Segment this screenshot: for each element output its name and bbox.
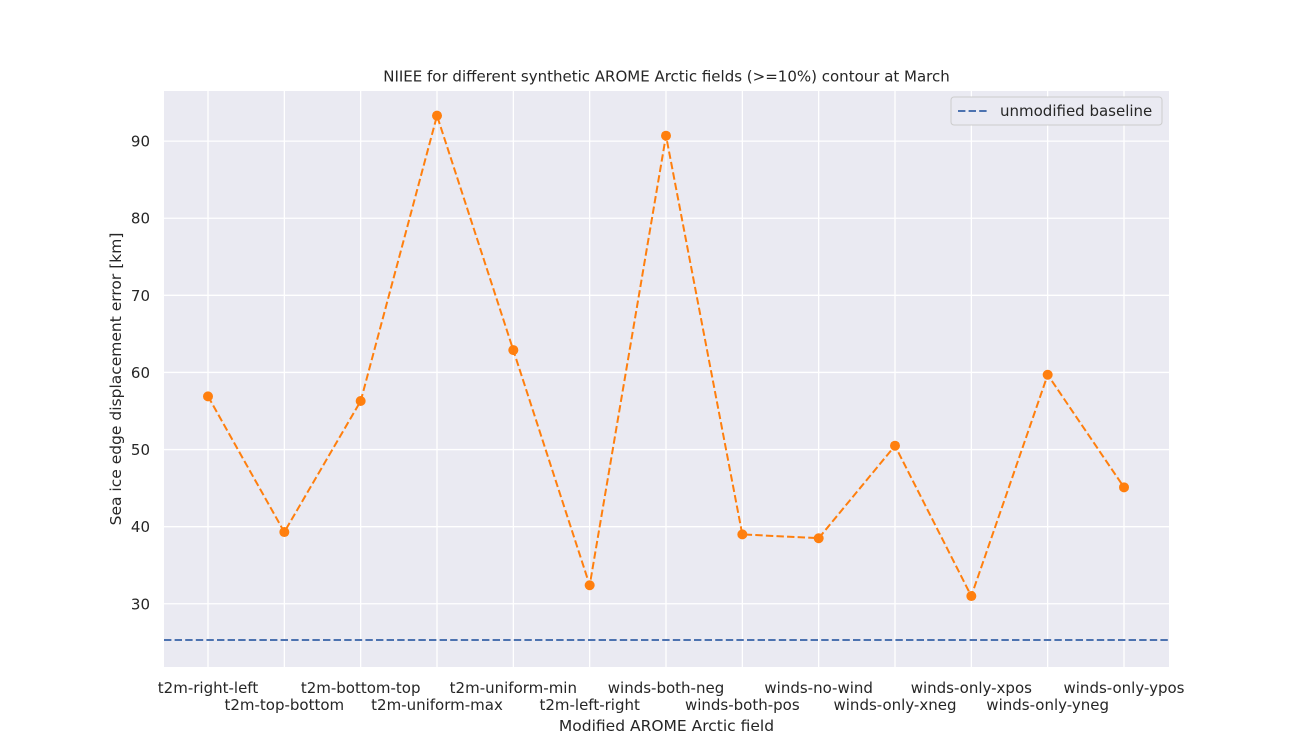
x-tick-label: winds-no-wind	[764, 679, 873, 697]
y-tick-label: 50	[131, 441, 150, 459]
data-point	[355, 395, 366, 406]
data-point	[508, 345, 519, 356]
y-axis-label: Sea ice edge displacement error [km]	[107, 233, 125, 526]
data-point	[966, 591, 977, 602]
x-tick-label: t2m-right-left	[158, 679, 259, 697]
x-tick-label: winds-both-neg	[608, 679, 724, 697]
y-tick-label: 80	[131, 210, 150, 228]
y-tick-label: 70	[131, 287, 150, 305]
data-point	[813, 533, 824, 544]
legend-box	[950, 96, 1163, 126]
data-point	[1119, 482, 1129, 493]
data-point	[661, 130, 671, 141]
x-tick-label: t2m-left-right	[539, 696, 640, 714]
y-tick-label: 90	[131, 133, 150, 151]
legend-label-baseline: unmodified baseline	[1000, 102, 1152, 120]
data-point	[279, 527, 290, 538]
data-point	[1042, 369, 1053, 380]
x-tick-label: t2m-top-bottom	[224, 696, 344, 714]
x-tick-label: winds-only-ypos	[1064, 679, 1185, 697]
y-tick-label: 60	[131, 364, 150, 382]
x-tick-label: t2m-bottom-top	[301, 679, 421, 697]
x-tick-label: t2m-uniform-max	[371, 696, 503, 714]
y-tick-label: 40	[131, 518, 150, 536]
grid-lines	[164, 91, 1169, 667]
y-tick-labels: 30 40 50 60 70 80 90	[131, 133, 150, 614]
data-point	[432, 110, 442, 121]
chart-title: NIIEE for different synthetic AROME Arct…	[383, 68, 950, 86]
x-tick-labels: t2m-right-leftt2m-top-bottomt2m-bottom-t…	[158, 679, 1185, 714]
x-axis-label: Modified AROME Arctic field	[559, 717, 774, 735]
series-layer	[203, 110, 1129, 602]
x-tick-label: winds-only-yneg	[986, 696, 1109, 714]
data-point	[203, 391, 213, 402]
y-tick-label: 30	[131, 595, 150, 613]
legend: unmodified baseline	[950, 96, 1163, 126]
data-point	[737, 529, 748, 540]
x-tick-label: winds-only-xneg	[834, 696, 957, 714]
x-tick-label: winds-both-pos	[685, 696, 800, 714]
data-point	[584, 580, 595, 591]
x-tick-label: t2m-uniform-min	[450, 679, 577, 697]
data-point	[890, 440, 900, 451]
x-tick-label: winds-only-xpos	[911, 679, 1032, 697]
